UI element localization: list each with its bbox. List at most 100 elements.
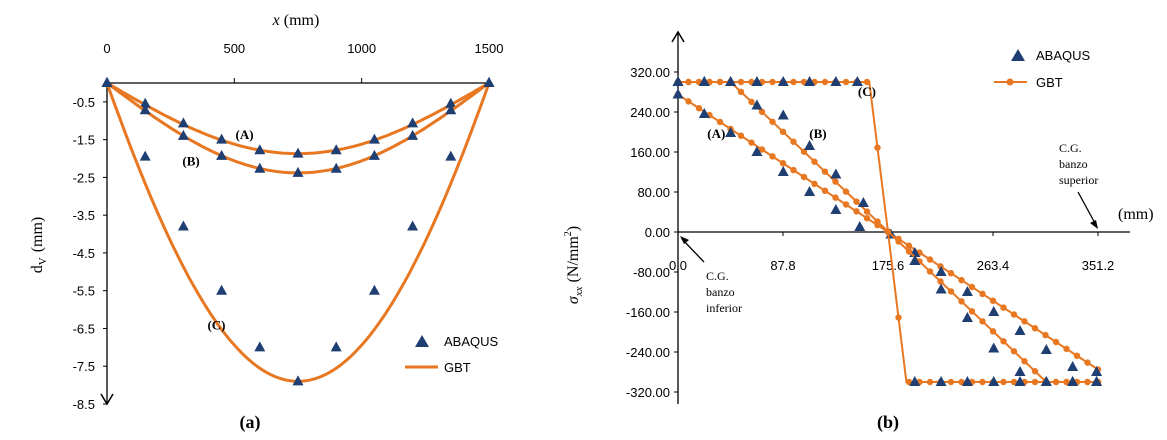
gbt-marker-B — [863, 208, 871, 215]
gbt-marker-A — [1063, 345, 1070, 353]
gbt-marker-C — [979, 378, 986, 386]
abaqus-point-A — [368, 133, 380, 144]
gbt-marker-B — [968, 308, 976, 315]
callout-inferior-arrowhead — [680, 236, 689, 244]
panel-a-x-tick-label: 1500 — [475, 41, 504, 56]
gbt-marker-C — [737, 78, 745, 86]
gbt-marker-C — [1084, 378, 1091, 386]
gbt-marker-A — [1042, 331, 1049, 339]
panel-b-label: (b) — [877, 412, 899, 433]
gbt-marker-B — [1010, 348, 1018, 355]
gbt-marker-A — [737, 132, 745, 139]
panel-a-y-label-unit: (mm) — [29, 217, 46, 253]
gbt-marker-A — [758, 146, 766, 153]
gbt-marker-A — [947, 270, 955, 277]
panel-a: x (mm) dV(mm) (a) ABAQUS GBT — [29, 12, 499, 433]
panel-b-y-tick-label: -80.00 — [633, 265, 670, 280]
abaqus-point-A — [292, 147, 304, 158]
gbt-marker-A — [1073, 352, 1081, 359]
abaqus-point-B — [139, 104, 151, 115]
abaqus-point-A — [177, 117, 189, 128]
gbt-marker-B — [832, 178, 839, 185]
callout-superior-arrow — [1077, 191, 1097, 226]
gbt-marker-A — [1084, 359, 1091, 366]
gbt-marker-A — [842, 201, 850, 208]
gbt-marker-A — [811, 180, 818, 188]
gbt-marker-B — [779, 128, 787, 135]
abaqus-point-C — [851, 76, 863, 86]
abaqus-point-A — [1040, 344, 1052, 354]
legend-b-abaqus-marker — [1011, 49, 1025, 61]
abaqus-point-C — [139, 150, 151, 161]
legend-a-gbt-label: GBT — [444, 360, 471, 375]
callout-superior-line3: superior — [1059, 173, 1098, 187]
abaqus-point-C — [1091, 376, 1103, 386]
panel-b-y-tick-label: 160.00 — [630, 145, 670, 160]
abaqus-point-C — [407, 220, 419, 231]
abaqus-point-C — [804, 76, 816, 86]
gbt-marker-A — [685, 98, 692, 105]
abaqus-point-C — [672, 76, 684, 86]
abaqus-point-B — [368, 149, 380, 160]
abaqus-point-A — [698, 108, 710, 118]
panel-a-annotation: (A) — [235, 127, 253, 142]
gbt-curve-B — [106, 81, 490, 175]
callout-superior-line1: C.G. — [1059, 141, 1082, 155]
panel-a-y-tick-label: -2.5 — [73, 170, 95, 185]
legend-a-abaqus-marker — [415, 335, 429, 347]
abaqus-point-B — [909, 255, 921, 265]
panel-a-x-label-var: x — [272, 12, 280, 29]
gbt-marker-A — [800, 173, 808, 181]
gbt-marker-C — [716, 78, 724, 86]
gbt-marker-C — [1052, 378, 1060, 386]
abaqus-point-A — [804, 186, 816, 196]
panel-a-y-tick-label: -3.5 — [73, 208, 95, 223]
gbt-marker-A — [821, 187, 829, 194]
gbt-marker-C — [947, 378, 955, 386]
gbt-marker-C — [842, 78, 850, 86]
callout-inferior-arrow — [681, 238, 705, 263]
gbt-marker-B — [926, 268, 934, 275]
callout-inferior-line1: C.G. — [706, 269, 729, 283]
abaqus-point-B — [1014, 366, 1026, 376]
abaqus-point-A — [751, 146, 763, 156]
panel-b-y-tick-label: 80.00 — [637, 185, 670, 200]
gbt-marker-C — [1010, 378, 1018, 386]
panel-b: σxx (N/mm2) (mm) (b) ABAQUS GBT C.G. banz… — [563, 48, 1154, 433]
gbt-marker-C — [1000, 378, 1007, 386]
abaqus-point-A — [935, 266, 947, 276]
gbt-marker-C — [905, 378, 913, 386]
gbt-marker-A — [853, 208, 860, 215]
gbt-marker-A — [779, 160, 787, 167]
abaqus-point-A — [988, 306, 1000, 316]
panel-b-y-label-unit: (N/mm — [565, 236, 582, 283]
abaqus-point-B — [804, 140, 816, 150]
gbt-marker-B — [947, 288, 955, 295]
abaqus-point-A — [725, 127, 737, 137]
abaqus-point-C — [292, 375, 304, 386]
gbt-marker-C — [863, 78, 871, 86]
gbt-curve-A — [106, 81, 490, 156]
panel-b-x-tick-label: 87.8 — [770, 258, 795, 273]
abaqus-point-A — [672, 88, 684, 99]
abaqus-point-B — [961, 312, 973, 322]
panel-a-y-tick-label: -7.5 — [73, 359, 95, 374]
callout-superior: C.G. banzo superior — [1059, 141, 1098, 229]
abaqus-point-A — [1014, 325, 1026, 335]
abaqus-point-A — [854, 221, 866, 231]
panel-a-y-tick-label: -1.5 — [73, 133, 95, 148]
callout-superior-arrowhead — [1090, 220, 1098, 229]
gbt-marker-B — [1021, 358, 1028, 365]
gbt-marker-C — [884, 228, 892, 236]
gbt-marker-A — [863, 215, 871, 222]
gbt-marker-C — [790, 78, 797, 86]
panel-b-x-tick-label: 0.0 — [669, 258, 687, 273]
gbt-marker-C — [895, 314, 902, 321]
abaqus-point-C — [725, 76, 737, 86]
abaqus-point-B — [988, 342, 1000, 353]
gbt-marker-A — [790, 166, 797, 174]
abaqus-point-A — [1067, 361, 1079, 371]
gbt-marker-A — [979, 290, 986, 298]
abaqus-point-B — [445, 104, 457, 115]
